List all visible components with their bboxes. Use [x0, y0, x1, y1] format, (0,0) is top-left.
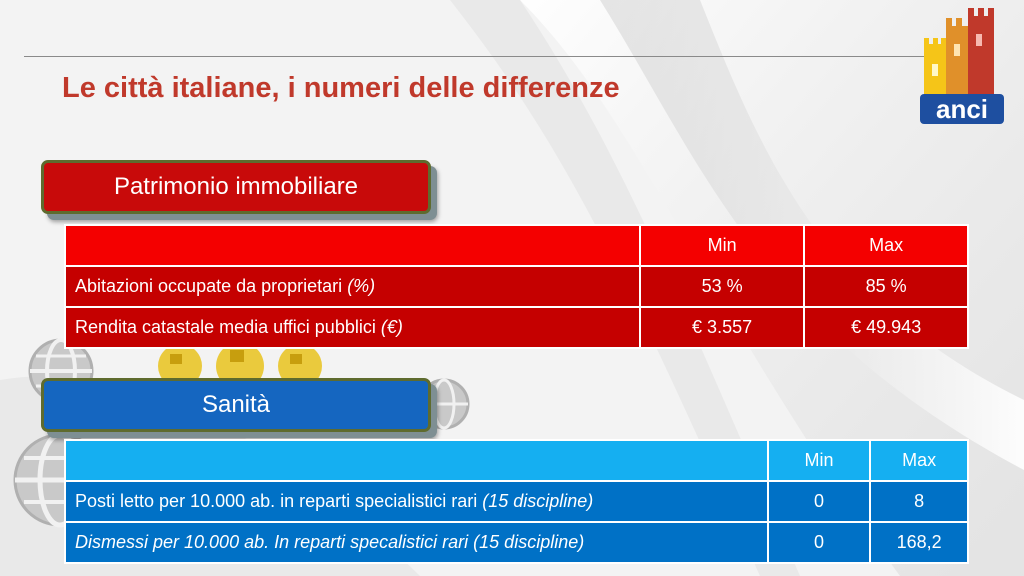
row-label: Dismessi per 10.000 ab. In reparti speca… [64, 521, 769, 564]
title-divider [24, 56, 942, 57]
table-row: Posti letto per 10.000 ab. in reparti sp… [64, 480, 969, 523]
section-patrimonio-immobiliare: Patrimonio immobiliare [41, 160, 431, 214]
header-max: Max [869, 439, 969, 482]
patrimonio-table: Min Max Abitazioni occupate da proprieta… [64, 224, 969, 349]
table-header-row: Min Max [64, 224, 969, 267]
row-max: € 49.943 [803, 306, 969, 349]
table-header-row: Min Max [64, 439, 969, 482]
sanita-table: Min Max Posti letto per 10.000 ab. in re… [64, 439, 969, 564]
section-sanita: Sanità [41, 378, 431, 432]
row-min: 0 [766, 480, 872, 523]
table-row: Dismessi per 10.000 ab. In reparti speca… [64, 521, 969, 564]
header-min: Min [766, 439, 872, 482]
header-max: Max [803, 224, 969, 267]
row-min: 0 [766, 521, 872, 564]
anci-logo: anci [920, 8, 1004, 124]
row-max: 8 [869, 480, 969, 523]
table-row: Abitazioni occupate da proprietari (%) 5… [64, 265, 969, 308]
row-max: 168,2 [869, 521, 969, 564]
header-min: Min [638, 224, 806, 267]
row-max: 85 % [803, 265, 969, 308]
logo-text: anci [936, 94, 988, 124]
header-label [64, 224, 641, 267]
row-label: Posti letto per 10.000 ab. in reparti sp… [64, 480, 769, 523]
page-title: Le città italiane, i numeri delle differ… [62, 72, 620, 104]
row-label: Abitazioni occupate da proprietari (%) [64, 265, 641, 308]
row-min: 53 % [638, 265, 806, 308]
row-label: Rendita catastale media uffici pubblici … [64, 306, 641, 349]
header-label [64, 439, 769, 482]
media-icons-cluster [158, 342, 322, 378]
row-min: € 3.557 [638, 306, 806, 349]
table-row: Rendita catastale media uffici pubblici … [64, 306, 969, 349]
